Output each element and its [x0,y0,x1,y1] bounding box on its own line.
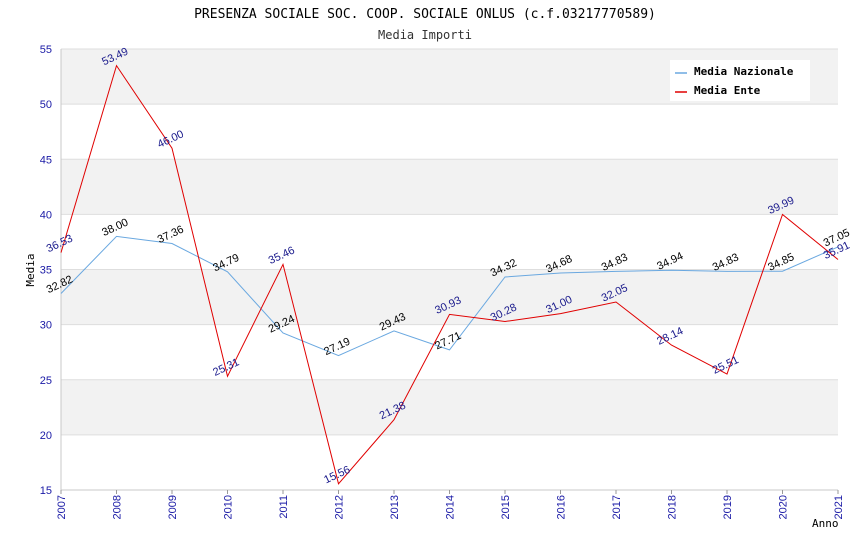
y-tick-label: 45 [40,154,52,166]
series-lines [60,64,839,485]
legend-box [670,60,810,101]
band-30 [61,269,838,325]
y-axis-ticks: 15 20 25 30 35 40 45 50 55 [40,44,52,497]
x-tick-label: 2009 [167,495,179,519]
y-tick-label: 55 [40,44,52,56]
band-15 [61,434,838,490]
chart-title: PRESENZA SOCIALE SOC. COOP. SOCIALE ONLU… [194,7,656,22]
series-line-1 [60,64,839,485]
x-tick-label: 2011 [278,495,290,519]
x-tick-label: 2014 [445,495,457,519]
y-axis-label: Media [24,253,37,286]
plot-background [61,49,838,490]
x-tick-label: 2008 [112,495,124,519]
y-tick-label: 40 [40,209,52,221]
x-tick-label: 2016 [556,495,568,519]
y-tick-label: 50 [40,99,52,111]
y-tick-label: 20 [40,430,52,442]
x-tick-label: 2021 [833,495,845,519]
legend: Media Nazionale Media Ente [670,60,810,101]
band-45 [61,104,838,160]
x-tick-label: 2012 [334,495,346,519]
band-25 [61,324,838,380]
x-tick-label: 2010 [223,495,235,519]
y-tick-label: 30 [40,320,52,332]
y-tick-label: 35 [40,265,52,277]
x-axis-label: Anno [812,517,839,530]
x-tick-label: 2013 [389,495,401,519]
series-line-0 [60,235,839,357]
legend-label-media-nazionale: Media Nazionale [694,65,794,78]
band-20 [61,379,838,435]
chart-subtitle: Media Importi [378,28,472,42]
x-tick-label: 2020 [778,495,790,519]
y-tick-label: 15 [40,485,52,497]
x-tick-label: 2017 [611,495,623,519]
x-tick-label: 2015 [500,495,512,519]
x-axis-ticks: 2007 2008 2009 2010 2011 2012 2013 2014 2015 2016… [56,490,845,519]
x-tick-label: 2019 [722,495,734,519]
x-tick-label: 2007 [56,495,68,519]
band-40 [61,159,838,215]
legend-label-media-ente: Media Ente [694,84,761,97]
x-tick-label: 2018 [667,495,679,519]
y-tick-label: 25 [40,375,52,387]
